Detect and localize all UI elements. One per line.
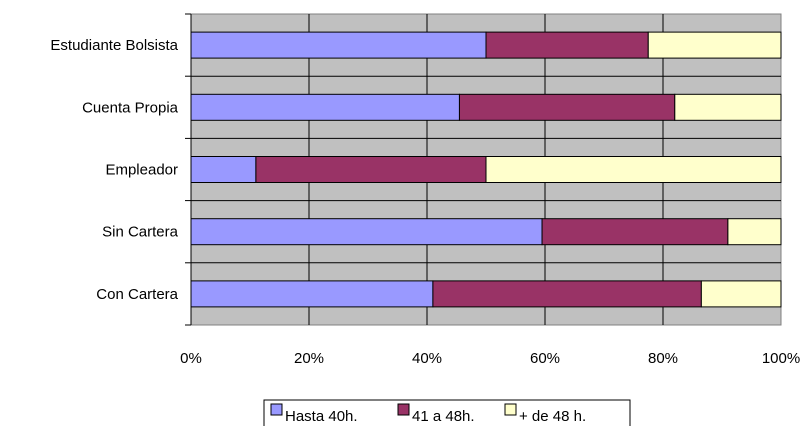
bar-segment [190,218,543,246]
legend-swatch [504,403,517,416]
legend-label: Hasta 40h. [285,408,358,425]
bar-segment [541,218,729,246]
gridlines [191,14,781,325]
x-tick-labels: 0% 20% 40% 60% 80% 100% [180,350,800,367]
bar-segment [458,93,676,121]
legend-box [263,399,631,426]
bar-segment [432,280,702,308]
category-label: Sin Cartera [102,224,179,241]
legend-swatch [270,403,283,416]
x-tick-label: 40% [412,350,442,367]
x-tick-label: 80% [648,350,678,367]
x-tick-label: 0% [180,350,202,367]
bar-segment [190,280,434,308]
category-labels: Estudiante Bolsista Cuenta Propia Empleado… [50,37,178,303]
bar-segment [485,31,649,59]
bar-segment [674,93,782,121]
x-tick-label: 20% [294,350,324,367]
legend: Hasta 40h. 41 a 48h. + de 48 h. [263,399,631,426]
legend-swatch [397,403,410,416]
bar-segment [255,156,487,183]
bars [190,31,782,308]
category-label: Estudiante Bolsista [50,37,178,54]
x-tick-label: 60% [530,350,560,367]
legend-label: + de 48 h. [519,408,586,425]
category-label: Empleador [105,162,178,179]
bar-segment [647,31,782,59]
legend-label: 41 a 48h. [412,408,475,425]
x-tick-label: 100% [762,350,800,367]
bar-segment [727,218,782,246]
bar-segment [485,156,782,183]
category-label: Cuenta Propia [82,99,179,116]
category-label: Con Cartera [96,286,178,303]
bar-segment [700,280,782,308]
bar-segment [190,156,257,183]
y-axis [185,13,192,326]
bar-segment [190,31,487,59]
bar-segment [190,93,460,121]
